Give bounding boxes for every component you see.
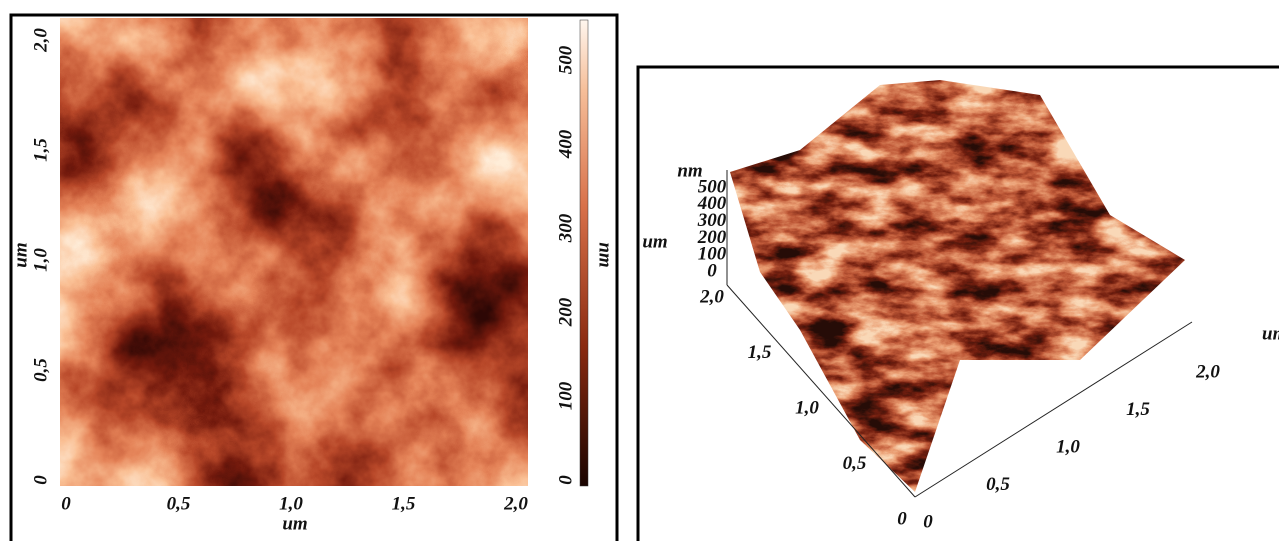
x-tick-label: 1,0 [279, 493, 303, 514]
y-tick-label: 0,5 [30, 358, 51, 382]
x-tick-label: 1,5 [392, 493, 416, 514]
colorbar-tick-label: 200 [555, 297, 576, 327]
page: {"left_panel":{"x_axis":{"title":"um","t… [0, 0, 1279, 541]
colorbar-tick-label: 100 [555, 381, 576, 410]
y-tick-label: 0,5 [843, 453, 867, 474]
z-tick-label: 0 [707, 260, 717, 281]
y-axis-title: um [642, 231, 667, 252]
colorbar-title: nm [595, 242, 616, 267]
x-tick-label: 0 [923, 511, 933, 532]
y-tick-label: 1,5 [748, 342, 772, 363]
x-tick-label: 0 [61, 493, 71, 514]
x-tick-label: 2,0 [503, 493, 528, 514]
x-tick-label: 1,5 [1126, 399, 1150, 420]
colorbar-tick-label: 300 [555, 213, 576, 243]
x-axis-title: um [1262, 323, 1279, 344]
y-axis-title: um [10, 242, 31, 267]
figure: um um nm nm um um 00,51,01,52,000,51,01,… [0, 0, 1279, 541]
x-tick-label: 1,0 [1056, 436, 1080, 457]
afm-surface [720, 75, 1200, 500]
x-axis-title: um [282, 513, 307, 534]
y-tick-label: 2,0 [699, 286, 724, 307]
y-tick-label: 0 [30, 475, 51, 485]
colorbar-tick-label: 500 [555, 45, 576, 74]
colorbar-tick-label: 400 [555, 129, 576, 159]
y-tick-label: 2,0 [30, 28, 51, 53]
x-tick-label: 0,5 [986, 474, 1010, 495]
y-tick-label: 1,5 [30, 138, 51, 162]
x-tick-label: 0,5 [167, 493, 191, 514]
colorbar [580, 20, 588, 486]
y-tick-label: 1,0 [30, 248, 51, 272]
colorbar-tick-label: 0 [555, 475, 576, 485]
y-tick-label: 0 [897, 508, 907, 529]
y-tick-label: 1,0 [795, 397, 819, 418]
x-tick-label: 2,0 [1195, 361, 1220, 382]
afm-map [60, 18, 528, 486]
